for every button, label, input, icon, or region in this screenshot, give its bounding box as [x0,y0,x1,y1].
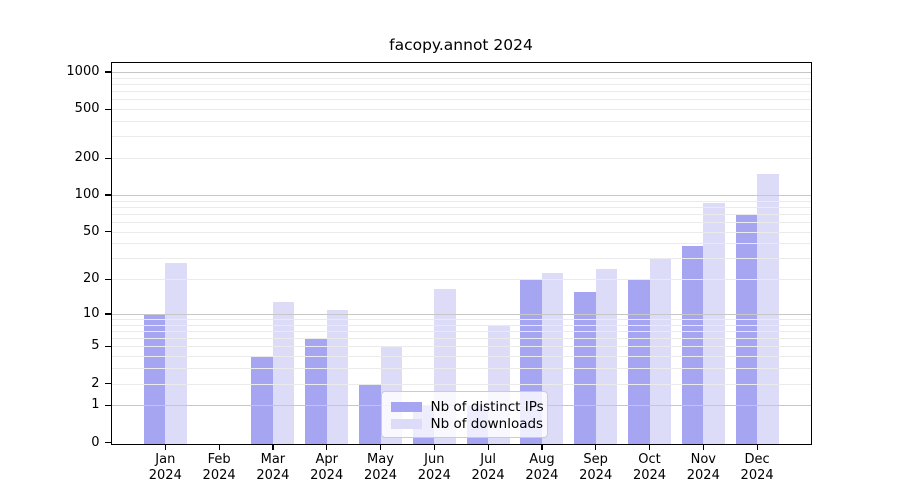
gridline-minor [111,346,811,348]
y-tick [104,404,112,406]
plot-area: 0 1 2 5 10 20 50 100 200 500 1000 Jan 2024 Feb 2024 M… [66,61,812,483]
gridline-minor [111,200,811,202]
legend-row-downloads: Nb of downloads [390,416,543,433]
gridline-minor [111,222,811,223]
gridline-minor [111,84,811,85]
y-tick [104,441,112,444]
y-tick-label: 2 [91,375,100,391]
bar-ips-may [359,384,381,444]
gridline-major [111,195,811,196]
y-tick-label: 5 [91,338,100,354]
y-tick [104,345,112,348]
x-tick-label-nov: Nov 2024 [686,451,720,484]
bar-ips-dec [735,214,758,444]
bar-ips-nov [681,245,704,444]
y-tick-label: 0 [91,434,100,450]
y-tick-label: 1000 [66,64,100,79]
y-tick [104,383,112,385]
gridline-minor [111,356,811,358]
bar-ips-mar [251,357,273,444]
y-tick-label: 1 [91,397,100,413]
x-tick [379,443,382,450]
bar-ips-apr [305,339,327,444]
bar-downloads-oct [649,259,671,444]
y-tick-label: 10 [82,305,100,321]
x-tick-label-apr: Apr 2024 [310,451,344,484]
y-tick-label: 100 [74,187,100,202]
legend-label-distinct-ips: Nb of distinct IPs [430,398,544,415]
gridline-minor [111,109,811,111]
bar-downloads-sep [595,268,618,444]
bar-ips-jan [143,314,166,444]
y-tick [104,231,112,233]
x-tick [648,443,651,450]
gridline-major [111,72,811,73]
bar-ips-oct [628,280,650,444]
x-tick [272,443,274,450]
gridline-minor [111,279,811,281]
legend-row-distinct-ips: Nb of distinct IPs [390,399,544,416]
x-tick-label-aug: Aug 2024 [525,451,559,484]
gridline-minor [111,324,811,326]
x-tick [756,443,758,450]
x-tick-label-sep: Sep 2024 [579,451,613,484]
gridline-minor [111,158,811,160]
gridline-minor [111,77,811,79]
legend: Nb of distinct IPs Nb of downloads [380,390,548,438]
gridline-major [111,313,811,315]
gridline-minor [111,99,811,101]
gridline-minor [111,243,811,245]
bar-downloads-jan [165,262,187,444]
y-tick [104,313,112,315]
y-tick [104,157,112,159]
x-tick [433,443,435,450]
x-tick [702,443,704,450]
gridline-minor [111,258,811,260]
x-tick [541,443,543,450]
legend-swatch-distinct-ips [390,402,422,412]
bar-downloads-mar [272,302,295,444]
y-tick-label: 20 [82,271,100,287]
y-tick [104,108,112,110]
y-tick [104,194,112,196]
bar-downloads-dec [757,174,779,444]
chart-title: facopy.annot 2024 [389,36,533,54]
x-tick [218,443,220,450]
gridline-minor [111,331,811,332]
y-tick-label: 50 [82,223,100,239]
x-tick [487,443,489,450]
gridline-minor [111,231,811,233]
x-tick-label-oct: Oct 2024 [632,451,667,484]
y-tick-label: 200 [74,150,100,166]
y-tick [104,71,112,73]
x-tick-label-feb: Feb 2024 [202,451,236,484]
gridline-minor [111,368,811,370]
x-tick [164,443,166,450]
x-tick-label-may: May 2024 [363,451,398,484]
gridline-minor [111,319,811,320]
x-tick-label-jul: Jul 2024 [471,451,505,484]
x-tick [595,443,597,450]
gridline-minor [111,91,811,93]
gridline-minor [111,136,811,138]
gridline-minor [111,383,811,385]
gridline-minor [111,121,811,123]
x-tick-label-dec: Dec 2024 [740,451,774,484]
y-tick-label: 500 [74,101,100,117]
gridline-minor [111,338,811,340]
x-tick-label-jun: Jun 2024 [417,451,451,484]
x-tick [326,443,328,450]
x-tick-label-jan: Jan 2024 [148,451,182,484]
gridline-minor [111,206,811,208]
gridline-minor [111,213,811,215]
x-tick-label-mar: Mar 2024 [256,451,290,484]
bar-downloads-apr [326,310,349,444]
y-tick [104,278,112,280]
legend-label-downloads: Nb of downloads [430,415,544,432]
legend-swatch-downloads [390,419,422,429]
bar-downloads-nov [703,203,725,444]
